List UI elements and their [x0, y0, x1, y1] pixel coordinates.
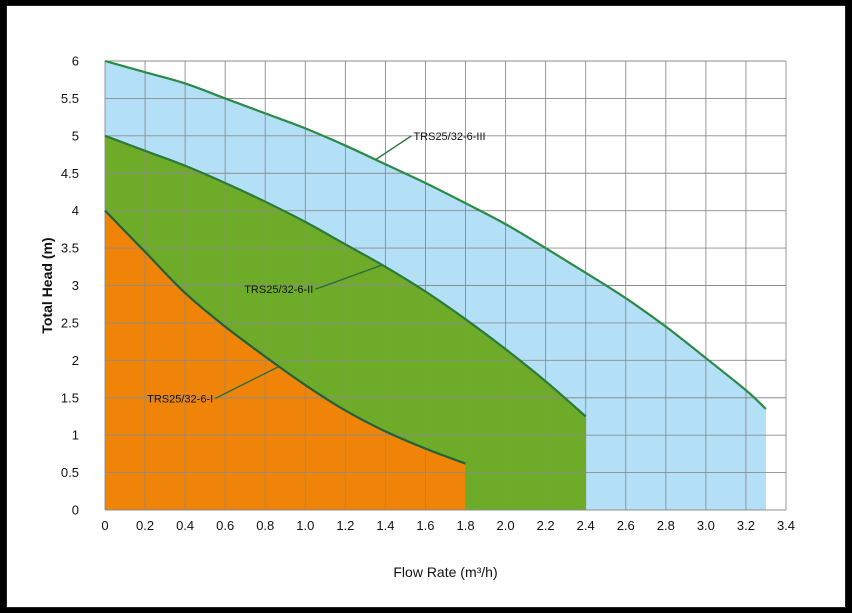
x-tick-label: 2.6 [617, 518, 635, 533]
y-tick-label: 1 [72, 428, 79, 443]
annotation-label-2: TRS25/32-6-II [244, 284, 313, 296]
pump-curve-chart: 0 0.2 0.4 0.6 0.8 1.0 1.2 1.4 1.6 1.8 2.0 2.2 2.4 2.6… [39, 54, 795, 581]
y-tick-label: 5.5 [61, 91, 79, 106]
y-tick-label: 0 [72, 503, 79, 518]
x-tick-label: 0.4 [176, 518, 194, 533]
x-tick-label: 0.6 [216, 518, 234, 533]
x-tick-label: 0.2 [136, 518, 154, 533]
chart-frame: 0 0.2 0.4 0.6 0.8 1.0 1.2 1.4 1.6 1.8 2.0 2.2 2.4 2.6… [6, 5, 846, 608]
series-annotations: TRS25/32-6-III TRS25/32-6-II TRS25/32-6-I [147, 131, 485, 406]
x-tick-label: 0.8 [256, 518, 274, 533]
y-tick-labels: 0 0.5 1 1.5 2 2.5 3 3.5 4 4.5 5 5.5 6 [61, 54, 79, 518]
x-tick-label: 1.8 [456, 518, 474, 533]
x-tick-label: 1.4 [376, 518, 394, 533]
annotation-leader-3 [214, 365, 280, 400]
x-tick-label: 2.4 [577, 518, 595, 533]
annotation-label-3: TRS25/32-6-I [147, 393, 213, 405]
y-tick-label: 4.5 [61, 166, 79, 181]
y-tick-label: 3.5 [61, 241, 79, 256]
x-tick-label: 1.0 [296, 518, 314, 533]
y-tick-label: 5 [72, 128, 79, 143]
y-tick-label: 2 [72, 353, 79, 368]
y-axis-title: Total Head (m) [39, 237, 55, 333]
x-tick-label: 0 [101, 518, 108, 533]
annotation-leader-2 [315, 264, 382, 290]
x-tick-label: 1.2 [336, 518, 354, 533]
x-tick-label: 3.0 [697, 518, 715, 533]
series-line-2 [104, 134, 587, 418]
series-line-3 [104, 209, 466, 465]
series-line-1 [104, 59, 767, 410]
y-tick-label: 6 [72, 54, 79, 69]
x-tick-label: 2.8 [657, 518, 675, 533]
x-tick-label: 1.6 [416, 518, 434, 533]
x-tick-labels: 0 0.2 0.4 0.6 0.8 1.0 1.2 1.4 1.6 1.8 2.0 2.2 2.4 2.6… [101, 518, 795, 533]
series-lines [104, 59, 767, 465]
x-axis-title: Flow Rate (m³/h) [393, 564, 497, 580]
y-tick-label: 1.5 [61, 390, 79, 405]
x-tick-label: 3.4 [777, 518, 795, 533]
y-tick-label: 4 [72, 203, 79, 218]
annotation-leader-1 [375, 135, 412, 161]
y-tick-label: 0.5 [61, 465, 79, 480]
y-tick-label: 2.5 [61, 315, 79, 330]
x-tick-label: 2.0 [497, 518, 515, 533]
y-tick-label: 3 [72, 278, 79, 293]
grid [104, 60, 787, 511]
x-tick-label: 3.2 [737, 518, 755, 533]
annotation-label-1: TRS25/32-6-III [413, 131, 485, 143]
x-tick-label: 2.2 [537, 518, 555, 533]
